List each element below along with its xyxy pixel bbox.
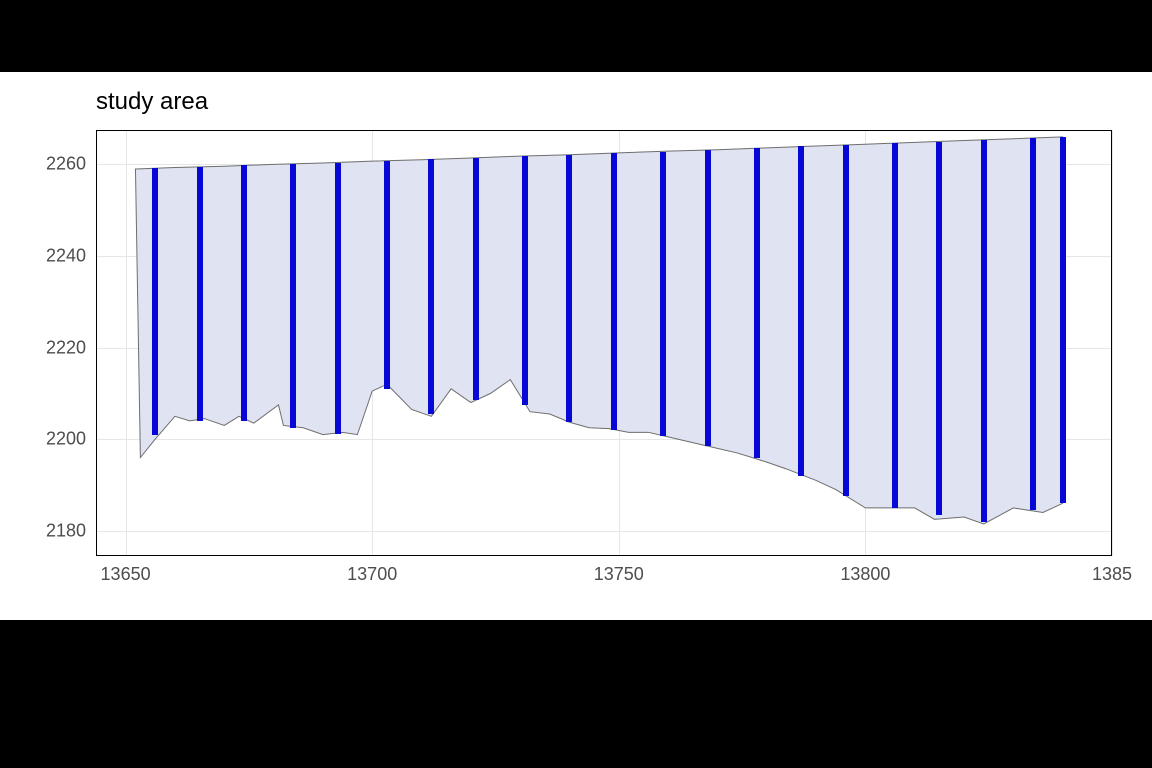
chart-title: study area [96,88,208,116]
transect-line [754,148,760,457]
transect-line [152,168,158,434]
transect-line [241,165,247,421]
x-tick-label: 13800 [840,564,890,585]
transect-line [798,146,804,475]
transect-line [705,150,711,446]
x-tick-label: 13700 [347,564,397,585]
transect-line [290,164,296,428]
transect-line [892,143,898,508]
transect-line [197,167,203,421]
x-tick-label: 1385 [1092,564,1132,585]
y-tick-label: 2240 [46,245,86,266]
transect-line [936,142,942,515]
transect-line [522,156,528,405]
y-tick-label: 2180 [46,520,86,541]
transect-line [660,152,666,436]
y-tick-label: 2260 [46,154,86,175]
transect-line [384,161,390,389]
transect-line [428,159,434,414]
transect-line [981,140,987,522]
x-tick-label: 13750 [594,564,644,585]
gridline-vertical [1112,130,1113,556]
transect-line [1060,137,1066,503]
transect-line [611,153,617,430]
transect-line [335,163,341,434]
y-tick-label: 2200 [46,429,86,450]
transect-line [843,145,849,496]
y-tick-label: 2220 [46,337,86,358]
figure-white-band: study area 13650 13700 13750 13800 1385 2180 2… [0,72,1152,620]
transect-line [1030,138,1036,510]
transect-line [566,155,572,422]
plot-area [96,130,1112,556]
x-tick-label: 13650 [101,564,151,585]
study-area-polygon [96,130,1112,556]
transect-line [473,158,479,400]
